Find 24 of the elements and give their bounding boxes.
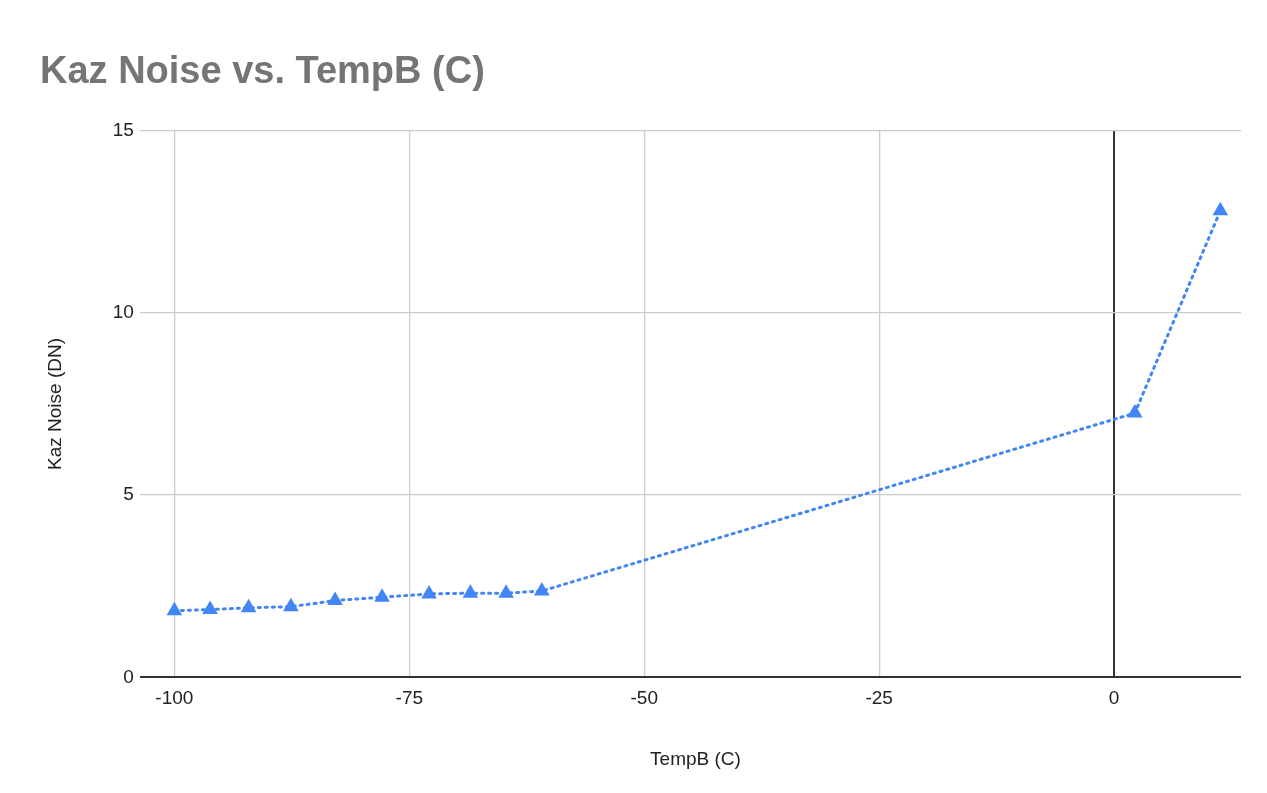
point <box>1212 201 1229 216</box>
x-tick-label: 0 <box>1108 687 1120 709</box>
point <box>462 584 479 598</box>
point <box>421 584 437 599</box>
y-tick-label: 5 <box>123 483 134 505</box>
y-tick-label: 0 <box>123 665 134 687</box>
point <box>166 601 183 616</box>
point <box>202 600 218 615</box>
point <box>283 597 299 612</box>
point <box>498 584 514 598</box>
y-tick-label: 10 <box>112 301 134 323</box>
point <box>327 591 343 605</box>
y-axis-title: Kaz Noise (DN) <box>43 338 65 470</box>
x-tick-label: -25 <box>865 687 893 709</box>
x-tick-label: -50 <box>630 687 658 709</box>
x-tick-label: -75 <box>395 687 424 709</box>
point <box>374 588 390 602</box>
x-axis-title: TempB (C) <box>650 747 741 769</box>
x-tick-label: -100 <box>155 687 194 709</box>
point <box>1127 404 1143 418</box>
point <box>240 598 257 613</box>
point <box>534 582 550 596</box>
chart-title: Kaz Noise vs. TempB (C) <box>40 49 485 92</box>
y-tick-label: 15 <box>112 118 134 140</box>
